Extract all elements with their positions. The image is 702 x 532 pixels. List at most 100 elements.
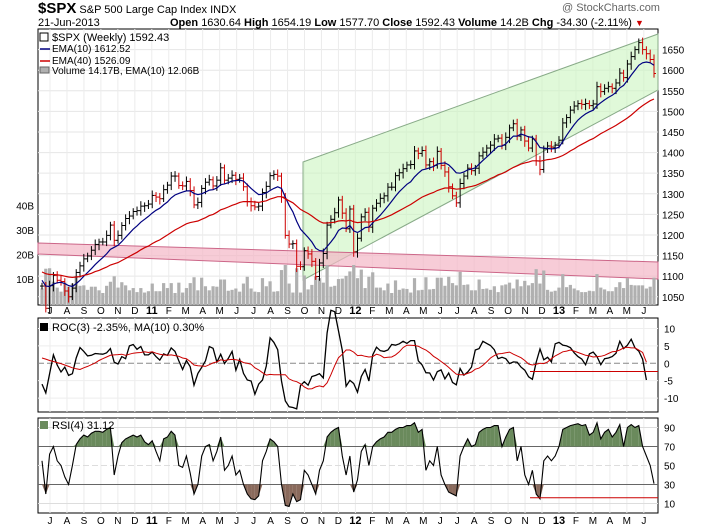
rsi-legend: RSI(4) 31.12: [40, 420, 114, 432]
roc-panel: [37, 317, 659, 413]
ema-lines: [41, 61, 655, 288]
volume-bar: [165, 288, 170, 305]
x-tick-label: D: [131, 516, 138, 527]
volume-tick-label: 30B: [16, 226, 34, 237]
rsi-overbought-fill: [566, 425, 571, 447]
legend-swatch-roc: [40, 323, 48, 331]
x-tick-label: N: [521, 516, 528, 527]
rsi-overbought-fill: [391, 429, 396, 447]
x-tick-label: D: [335, 306, 342, 317]
rsi-overbought-fill: [399, 427, 404, 447]
open-label: Open: [170, 17, 199, 29]
x-tick-label: N: [114, 516, 121, 527]
volume-bar: [93, 286, 97, 305]
legend-price: $SPX (Weekly) 1592.43: [52, 32, 169, 44]
rsi-overbought-fill: [121, 438, 126, 447]
volume-bar: [538, 283, 542, 305]
volume-bar: [355, 278, 360, 305]
rsi-overbought-fill: [133, 435, 138, 447]
volume-bar: [127, 290, 132, 305]
volume-bar: [86, 289, 90, 305]
volume-label: Volume: [458, 17, 498, 29]
rsi-overbought-fill: [418, 429, 423, 447]
volume-bar: [188, 283, 192, 305]
rsi-oversold-fill: [296, 484, 301, 502]
volume-bar: [97, 290, 101, 305]
x-tick-label: S: [488, 306, 495, 317]
x-tick-label: O: [301, 306, 309, 317]
volume-bar: [477, 279, 481, 305]
legend-swatch-volume: [39, 66, 50, 74]
volume-bar: [124, 285, 128, 305]
x-tick-label: A: [607, 516, 614, 527]
volume-bar: [306, 289, 310, 305]
x-tick-label: A: [607, 306, 614, 317]
volume-bar: [557, 287, 561, 305]
volume-bar: [648, 286, 652, 305]
rsi-oversold-fill: [254, 484, 259, 500]
rsi-oversold-fill: [292, 484, 297, 502]
price-bars: [40, 37, 656, 314]
volume-bar: [424, 277, 428, 305]
volume-bar: [222, 279, 227, 305]
rsi-tick-label: 70: [664, 443, 676, 454]
rsi-line: [41, 420, 655, 508]
volume-bar: [534, 269, 538, 305]
volume-bar: [89, 286, 94, 305]
x-tick-label: 11: [146, 305, 158, 317]
rsi-overbought-fill: [479, 429, 483, 447]
x-tick-label: O: [97, 306, 105, 317]
rsi-overbought-fill: [334, 427, 339, 447]
rsi-overbought-fill: [125, 437, 130, 447]
close-value: 1592.43: [415, 17, 456, 29]
x-tick-label: S: [81, 306, 88, 317]
rsi-overbought-fill: [513, 427, 518, 447]
volume-bar: [378, 287, 382, 305]
rsi-overbought-fill: [615, 424, 620, 447]
rsi-tick-label: 10: [664, 500, 676, 511]
volume-bar: [526, 285, 531, 305]
x-tick-label: M: [215, 516, 223, 527]
x-tick-label: M: [215, 306, 223, 317]
volume-bar: [78, 285, 82, 305]
volume-bar: [523, 280, 527, 305]
price-tick-label: 1100: [662, 272, 684, 283]
volume-bar: [519, 286, 523, 305]
volume-bar: [458, 271, 462, 305]
volume-bar: [397, 289, 401, 305]
x-tick-label: J: [234, 516, 239, 527]
volume-bar: [162, 283, 166, 305]
volume-bar: [553, 290, 557, 305]
volume-bar: [279, 270, 284, 305]
legend-roc: ROC(3) -2.35%, MA(10) 0.30%: [52, 322, 204, 334]
volume-bar: [363, 288, 367, 305]
rsi-overbought-fill: [562, 427, 567, 447]
roc-tick-label: -10: [664, 394, 679, 405]
volume-bar: [325, 265, 329, 305]
roc-tick-label: 5: [664, 342, 670, 353]
rsi-overbought-fill: [410, 422, 415, 447]
high-value: 1654.19: [271, 17, 312, 29]
rsi-overbought-fill: [330, 429, 335, 447]
x-tick-label: A: [471, 516, 478, 527]
rsi-overbought-fill: [72, 444, 77, 447]
rsi-overbought-fill: [270, 438, 274, 447]
ema40-line: [41, 98, 655, 279]
volume-bar: [139, 288, 143, 305]
rsi-tick-label: 30: [664, 481, 676, 492]
quote-date: 21-Jun-2013: [38, 17, 100, 29]
x-tick-label: J: [234, 306, 239, 317]
rsi-overbought-fill: [99, 431, 103, 447]
header-quote-line: 21-Jun-2013: [38, 17, 100, 29]
volume-bar: [215, 286, 219, 305]
volume-bar: [511, 288, 515, 305]
volume-bar: [561, 274, 565, 305]
low-value: 1577.70: [339, 17, 380, 29]
symbol: $SPX: [38, 0, 77, 17]
volume-bar: [435, 277, 439, 305]
volume-bar: [572, 288, 576, 305]
rsi-overbought-fill: [91, 431, 96, 447]
index-name: S&P 500 Large Cap Index: [79, 4, 208, 16]
x-tick-label: D: [538, 306, 545, 317]
x-tick-label: F: [573, 516, 579, 527]
